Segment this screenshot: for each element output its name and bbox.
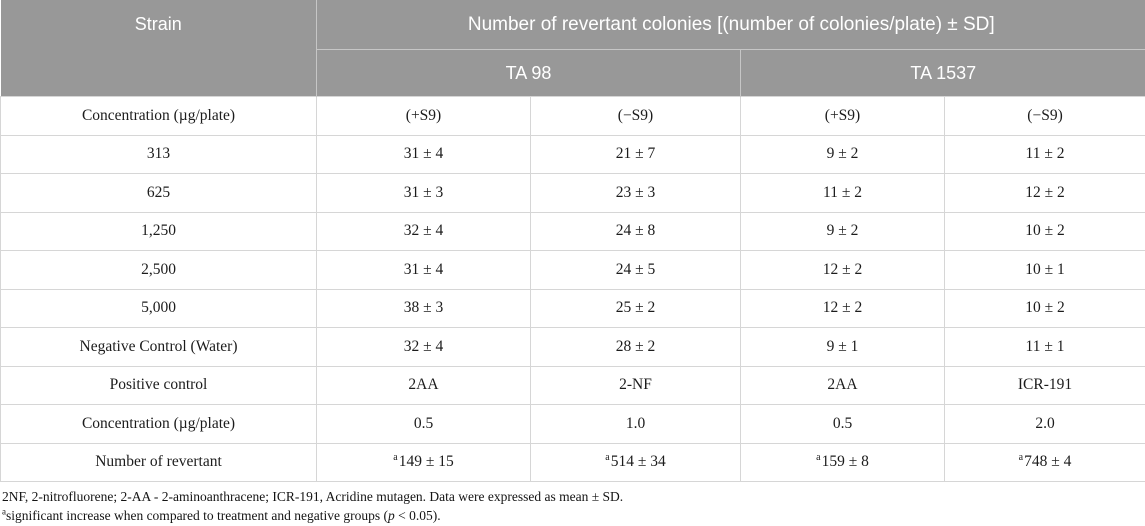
subheader-cell: (+S9) [316,96,531,136]
significance-marker: a [1018,452,1024,464]
subheader-cell: (−S9) [943,96,1145,136]
table-cell: 10 ± 2 [943,211,1145,251]
table-cell: 11 ± 1 [943,327,1145,367]
table-cell: 2AA [316,365,531,405]
table-cell: 25 ± 2 [530,288,741,328]
row-label: Positive control [0,365,317,405]
table-cell: 12 ± 2 [740,250,945,290]
row-label: Concentration (µg/plate) [0,96,317,136]
table-cell: 38 ± 3 [316,288,531,328]
strain-group-ta98: TA 98 [316,49,741,97]
table-row: 1,250 32 ± 4 24 ± 8 9 ± 2 10 ± 2 [0,211,1145,251]
cell-value: 514 ± 34 [610,453,666,471]
significance-marker: a [816,452,821,464]
table-cell: a149 ± 15 [316,442,531,482]
table-cell: 24 ± 8 [530,211,741,251]
strain-group-ta1537: TA 1537 [739,49,1145,97]
table-cell: 2-NF [530,365,741,405]
table-cell: 21 ± 7 [530,134,741,174]
table-cell: 24 ± 5 [530,250,741,290]
table-footnotes: 2NF, 2-nitrofluorene; 2-AA - 2-aminoanth… [0,482,1145,525]
table-row: 625 31 ± 3 23 ± 3 11 ± 2 12 ± 2 [0,173,1145,213]
table-body: Concentration (µg/plate) (+S9) (−S9) (+S… [0,96,1145,482]
table-row: 5,000 38 ± 3 25 ± 2 12 ± 2 10 ± 2 [0,288,1145,328]
table-cell: 10 ± 1 [943,250,1145,290]
header-row-2: TA 98 TA 1537 [1,49,1145,97]
table-row: 2,500 31 ± 4 24 ± 5 12 ± 2 10 ± 1 [0,250,1145,290]
table-cell: 9 ± 2 [740,211,945,251]
row-label: 1,250 [0,211,317,251]
table-cell: 9 ± 1 [740,327,945,367]
cell-value: 149 ± 15 [398,453,454,471]
strain-column-header: Strain [0,0,317,97]
subheader-cell: (+S9) [740,96,945,136]
table-cell: 12 ± 2 [740,288,945,328]
row-label: 625 [0,173,317,213]
table-cell: 32 ± 4 [316,211,531,251]
table-cell: 31 ± 4 [316,250,531,290]
table-cell: 0.5 [316,404,531,444]
subheader-cell: (−S9) [530,96,741,136]
cell-value: 748 ± 4 [1024,453,1072,471]
table-cell: 32 ± 4 [316,327,531,367]
table-cell: a159 ± 8 [740,442,945,482]
row-label: 313 [0,134,317,174]
header-row-1: Strain Number of revertant colonies [(nu… [0,0,1145,97]
cell-value: 159 ± 8 [821,453,869,471]
row-label: 5,000 [0,288,317,328]
table-cell: 9 ± 2 [740,134,945,174]
table-header: Strain Number of revertant colonies [(nu… [0,0,1145,97]
table-cell: 11 ± 2 [943,134,1145,174]
table-cell: 31 ± 3 [316,173,531,213]
table-row: Negative Control (Water) 32 ± 4 28 ± 2 9… [0,327,1145,367]
table-cell: 28 ± 2 [530,327,741,367]
table-row: 313 31 ± 4 21 ± 7 9 ± 2 11 ± 2 [0,134,1145,174]
table-cell: a514 ± 34 [530,442,741,482]
table-row: Concentration (µg/plate) 0.5 1.0 0.5 2.0 [0,404,1145,444]
table-cell: 1.0 [530,404,741,444]
table-cell: 10 ± 2 [943,288,1145,328]
significance-marker: a [393,452,398,464]
table-cell: ICR-191 [943,365,1145,405]
table-cell: 12 ± 2 [943,173,1145,213]
table-cell: 2.0 [943,404,1145,444]
row-label: Concentration (µg/plate) [0,404,317,444]
table-cell: a748 ± 4 [943,442,1145,482]
p-value-symbol: p [387,508,395,523]
table-cell: 2AA [740,365,945,405]
table-row: Number of revertant a149 ± 15 a514 ± 34 … [0,442,1145,482]
significance-marker: a [2,506,6,517]
table-cell: 11 ± 2 [740,173,945,213]
table-row: Positive control 2AA 2-NF 2AA ICR-191 [0,365,1145,405]
table-cell: 23 ± 3 [530,173,741,213]
footnote-significance: asignificant increase when compared to t… [2,506,441,523]
table-main-title: Number of revertant colonies [(number of… [316,0,1145,50]
row-label: Negative Control (Water) [0,327,317,367]
row-label: 2,500 [0,250,317,290]
significance-marker: a [605,452,610,464]
revertant-colonies-table: Strain Number of revertant colonies [(nu… [0,0,1145,482]
footnote-abbreviations: 2NF, 2-nitrofluorene; 2-AA - 2-aminoanth… [2,489,624,504]
table-cell: 31 ± 4 [316,134,531,174]
table-cell: 0.5 [740,404,945,444]
subheader-row: Concentration (µg/plate) (+S9) (−S9) (+S… [0,96,1145,136]
row-label: Number of revertant [0,442,317,482]
